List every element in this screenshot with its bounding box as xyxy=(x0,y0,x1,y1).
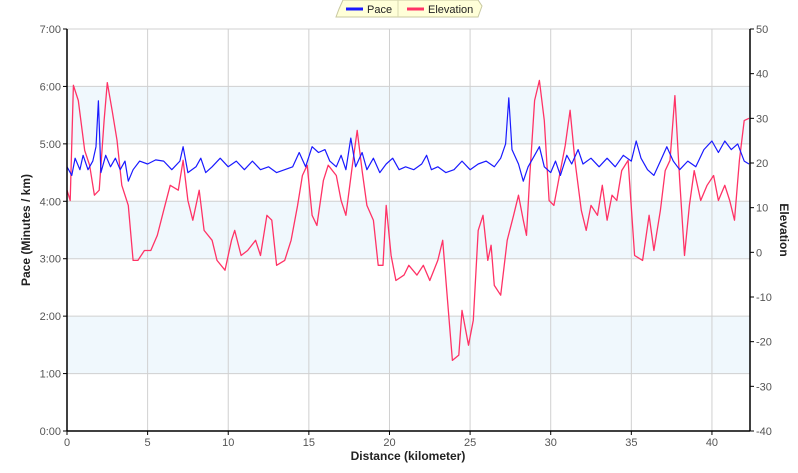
legend-item-elevation[interactable]: Elevation xyxy=(407,4,473,16)
x-tick-label: 40 xyxy=(706,437,718,449)
x-tick-label: 35 xyxy=(625,437,637,449)
y-left-tick-label: 5:00 xyxy=(40,139,61,151)
y-left-tick-label: 3:00 xyxy=(40,254,61,266)
y-right-tick-label: 10 xyxy=(756,203,768,215)
legend-item-pace[interactable]: Pace xyxy=(346,4,392,16)
x-tick-label: 10 xyxy=(222,437,234,449)
y-left-tick-label: 1:00 xyxy=(40,369,61,381)
x-tick-label: 5 xyxy=(145,437,151,449)
tick-labels: 0:00 1:00 2:00 3:00 4:00 5:00 6:00 7:00 -40 -30 -2… xyxy=(40,24,772,449)
y-left-tick-label: 7:00 xyxy=(40,24,61,36)
y-right-tick-label: 20 xyxy=(756,158,768,170)
legend: Pace Elevation xyxy=(335,0,483,18)
x-axis-title: Distance (kilometer) xyxy=(351,449,466,463)
band xyxy=(67,201,750,259)
x-tick-label: 20 xyxy=(383,437,395,449)
pace-line xyxy=(66,97,750,182)
band xyxy=(67,316,750,374)
y-left-tick-label: 6:00 xyxy=(40,81,61,93)
y-right-tick-label: 40 xyxy=(756,69,768,81)
x-tick-label: 0 xyxy=(64,437,70,449)
x-tick-label: 25 xyxy=(464,437,476,449)
y-left-tick-label: 0:00 xyxy=(40,426,61,438)
y-left-tick-label: 4:00 xyxy=(40,196,61,208)
band xyxy=(67,86,750,144)
axes xyxy=(63,28,754,435)
y-right-tick-label: -40 xyxy=(756,426,772,438)
y-right-tick-label: -30 xyxy=(756,381,772,393)
y-axis-left-title: Pace (Minutes / km) xyxy=(19,174,33,286)
background-bands xyxy=(67,86,750,374)
gridlines xyxy=(67,28,750,432)
y-right-tick-label: 30 xyxy=(756,113,768,125)
y-right-tick-label: -20 xyxy=(756,337,772,349)
x-tick-label: 30 xyxy=(545,437,557,449)
y-axis-right-title: Elevation xyxy=(777,203,791,256)
pace-series xyxy=(66,97,750,182)
elevation-line xyxy=(66,79,750,362)
x-tick-label: 15 xyxy=(303,437,315,449)
y-right-tick-label: -10 xyxy=(756,292,772,304)
y-left-tick-label: 2:00 xyxy=(40,311,61,323)
elevation-series xyxy=(66,79,750,362)
y-right-tick-label: 0 xyxy=(756,247,762,259)
legend-label-pace: Pace xyxy=(367,4,392,16)
y-right-tick-label: 50 xyxy=(756,24,768,36)
legend-label-elevation: Elevation xyxy=(428,4,473,16)
